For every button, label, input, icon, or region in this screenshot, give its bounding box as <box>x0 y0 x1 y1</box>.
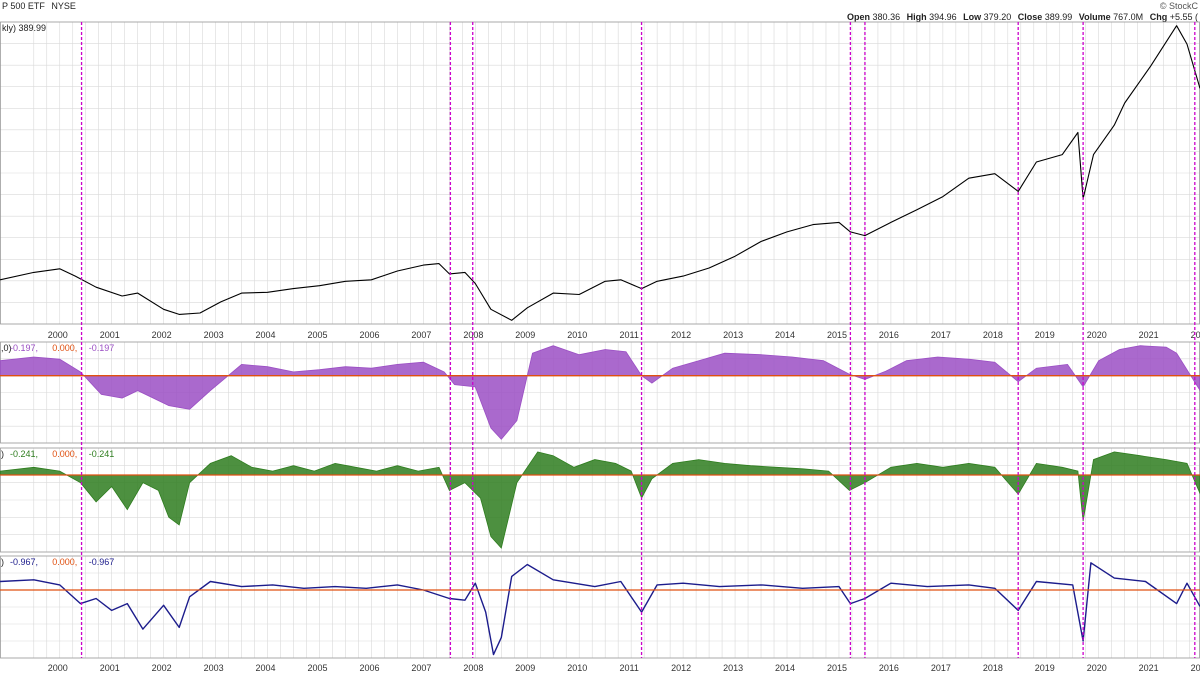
x-tick-label: 2014 <box>775 330 795 340</box>
x-tick-label: 2017 <box>931 330 951 340</box>
x-tick-label: 2015 <box>827 663 847 673</box>
oscillator_3-label-group: ) -0.967, 0.000, -0.967 <box>1 557 114 567</box>
ohlc-close-value: 389.99 <box>1044 12 1073 22</box>
ohlc-readout: Open 380.36 High 394.96 Low 379.20 Close… <box>847 12 1198 22</box>
x-tick-label: 2019 <box>1035 330 1055 340</box>
ohlc-open-label: Open <box>847 12 871 22</box>
x-tick-label: 2021 <box>1139 663 1159 673</box>
ohlc-chg-value: +5.55 ( <box>1169 12 1198 22</box>
x-tick-label: 2021 <box>1139 330 1159 340</box>
oscillator_3-value-2: -0.967 <box>89 557 115 567</box>
x-tick-label: 2004 <box>256 330 276 340</box>
oscillator_1-label: ,0) <box>1 343 12 353</box>
oscillator_1-value-1: 0.000, <box>52 343 77 353</box>
x-tick-label: 2006 <box>359 330 379 340</box>
ohlc-volume-label: Volume <box>1078 12 1111 22</box>
oscillator_2-label: ) <box>1 449 4 459</box>
grid-lines <box>0 21 1200 659</box>
x-tick-label: 2012 <box>671 330 691 340</box>
price-panel-label: kly) 389.99 <box>2 23 46 33</box>
x-tick-label: 2011 <box>620 330 639 340</box>
oscillator_2-value-1: 0.000, <box>52 449 77 459</box>
x-tick-label: 2005 <box>307 330 327 340</box>
x-tick-label: 2018 <box>983 663 1003 673</box>
x-tick-label: 2022 <box>1191 663 1200 673</box>
oscillator_2-area <box>0 451 1200 549</box>
x-tick-label: 2008 <box>463 663 483 673</box>
x-tick-label: 2004 <box>256 663 276 673</box>
ohlc-low-label: Low <box>963 12 982 22</box>
x-tick-label: 2009 <box>515 663 535 673</box>
x-tick-label: 2008 <box>463 330 483 340</box>
x-tick-label: 2003 <box>204 330 224 340</box>
oscillator_2-value-2: -0.241 <box>89 449 115 459</box>
x-tick-label: 2009 <box>515 330 535 340</box>
x-tick-label: 2017 <box>931 663 951 673</box>
x-tick-label: 2020 <box>1087 663 1107 673</box>
x-tick-label: 2007 <box>411 663 431 673</box>
oscillator_3-label: ) <box>1 557 4 567</box>
x-axis-lower: 2000 2001 2002 2003 2004 2005 2006 2007 2008 2009… <box>48 663 1200 673</box>
x-tick-label: 2007 <box>411 330 431 340</box>
x-tick-label: 2003 <box>204 663 224 673</box>
x-tick-label: 2014 <box>775 663 795 673</box>
ohlc-high-label: High <box>906 12 927 22</box>
oscillator_2-value-0: -0.241, <box>10 449 38 459</box>
exchange-label: NYSE <box>51 1 76 11</box>
ohlc-open-value: 380.36 <box>872 12 901 22</box>
x-tick-label: 2022 <box>1191 330 1200 340</box>
x-tick-label: 2010 <box>567 663 587 673</box>
x-tick-label: 2005 <box>307 663 327 673</box>
x-tick-label: 2016 <box>879 330 899 340</box>
x-tick-label: 2013 <box>723 663 743 673</box>
x-tick-label: 2001 <box>100 663 120 673</box>
x-tick-label: 2018 <box>983 330 1003 340</box>
x-tick-label: 2012 <box>671 663 691 673</box>
price-series-line <box>0 25 1200 321</box>
x-axis-upper: 2000 2001 2002 2003 2004 2005 2006 2007 2008 2009… <box>48 330 1200 340</box>
ohlc-chg-label: Chg <box>1149 12 1168 22</box>
copyright-label: © StockC <box>1159 1 1198 11</box>
x-tick-label: 2000 <box>48 663 68 673</box>
oscillator_3-value-0: -0.967, <box>10 557 38 567</box>
chart-title: P 500 ETF NYSE <box>2 1 76 11</box>
x-tick-label: 2000 <box>48 330 68 340</box>
x-tick-label: 2020 <box>1087 330 1107 340</box>
x-tick-label: 2010 <box>567 330 587 340</box>
x-tick-label: 2013 <box>723 330 743 340</box>
x-tick-label: 2015 <box>827 330 847 340</box>
x-tick-label: 2002 <box>152 663 172 673</box>
x-tick-label: 2002 <box>152 330 172 340</box>
x-tick-label: 2019 <box>1035 663 1055 673</box>
oscillator_1-area <box>0 345 1200 440</box>
x-tick-label: 2016 <box>879 663 899 673</box>
x-tick-label: 2001 <box>100 330 120 340</box>
oscillator_3-line <box>0 562 1200 656</box>
oscillator_1-label-group: ,0)-0.197, 0.000, -0.197 <box>1 343 114 353</box>
oscillator_3-value-1: 0.000, <box>52 557 77 567</box>
chart-title-text: P 500 ETF <box>2 1 45 11</box>
ohlc-high-value: 394.96 <box>929 12 957 22</box>
x-tick-label: 2006 <box>359 663 379 673</box>
ohlc-low-value: 379.20 <box>983 12 1012 22</box>
oscillator_1-value-0: -0.197, <box>10 343 38 353</box>
ohlc-volume-value: 767.0M <box>1113 12 1144 22</box>
oscillator_1-value-2: -0.197 <box>89 343 115 353</box>
ohlc-close-label: Close <box>1017 12 1043 22</box>
x-tick-label: 2011 <box>620 663 639 673</box>
vertical-markers <box>80 22 1196 658</box>
oscillator_2-label-group: ) -0.241, 0.000, -0.241 <box>1 449 114 459</box>
